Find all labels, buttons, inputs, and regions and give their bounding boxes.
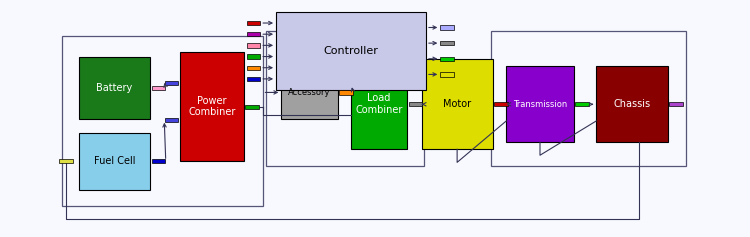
Bar <box>351 59 407 149</box>
Bar <box>247 55 260 59</box>
Bar <box>79 133 150 190</box>
Bar <box>276 12 426 90</box>
Bar <box>669 102 682 106</box>
Text: Controller: Controller <box>323 46 379 56</box>
Bar <box>247 21 260 25</box>
Bar <box>59 159 73 163</box>
Bar <box>152 86 165 90</box>
Text: Battery: Battery <box>96 83 133 93</box>
Bar <box>339 90 352 95</box>
Text: Fuel Cell: Fuel Cell <box>94 156 135 166</box>
Bar <box>165 118 178 122</box>
Bar <box>152 159 165 163</box>
Text: Power
Combiner: Power Combiner <box>188 96 236 118</box>
Bar <box>440 72 454 77</box>
Bar <box>440 41 454 45</box>
Text: Motor: Motor <box>443 99 471 109</box>
Bar <box>575 102 589 106</box>
Bar <box>440 57 454 61</box>
Bar <box>62 36 262 206</box>
Bar <box>247 43 260 47</box>
Bar <box>440 25 454 30</box>
Text: Transmission: Transmission <box>513 100 567 109</box>
Bar <box>422 59 493 149</box>
Bar <box>494 102 508 106</box>
Bar <box>491 31 686 166</box>
Text: Load
Combiner: Load Combiner <box>356 93 403 115</box>
Bar <box>506 66 574 142</box>
Text: Accessory: Accessory <box>288 88 331 97</box>
Bar <box>79 57 150 118</box>
Text: Chassis: Chassis <box>614 99 650 109</box>
Bar <box>596 66 668 142</box>
Bar <box>247 32 260 36</box>
Bar <box>180 52 244 161</box>
Bar <box>409 102 422 106</box>
Bar <box>165 81 178 85</box>
Bar <box>247 77 260 81</box>
Bar <box>281 66 338 118</box>
Bar <box>247 66 260 70</box>
Bar <box>245 105 259 109</box>
Bar <box>266 31 424 166</box>
